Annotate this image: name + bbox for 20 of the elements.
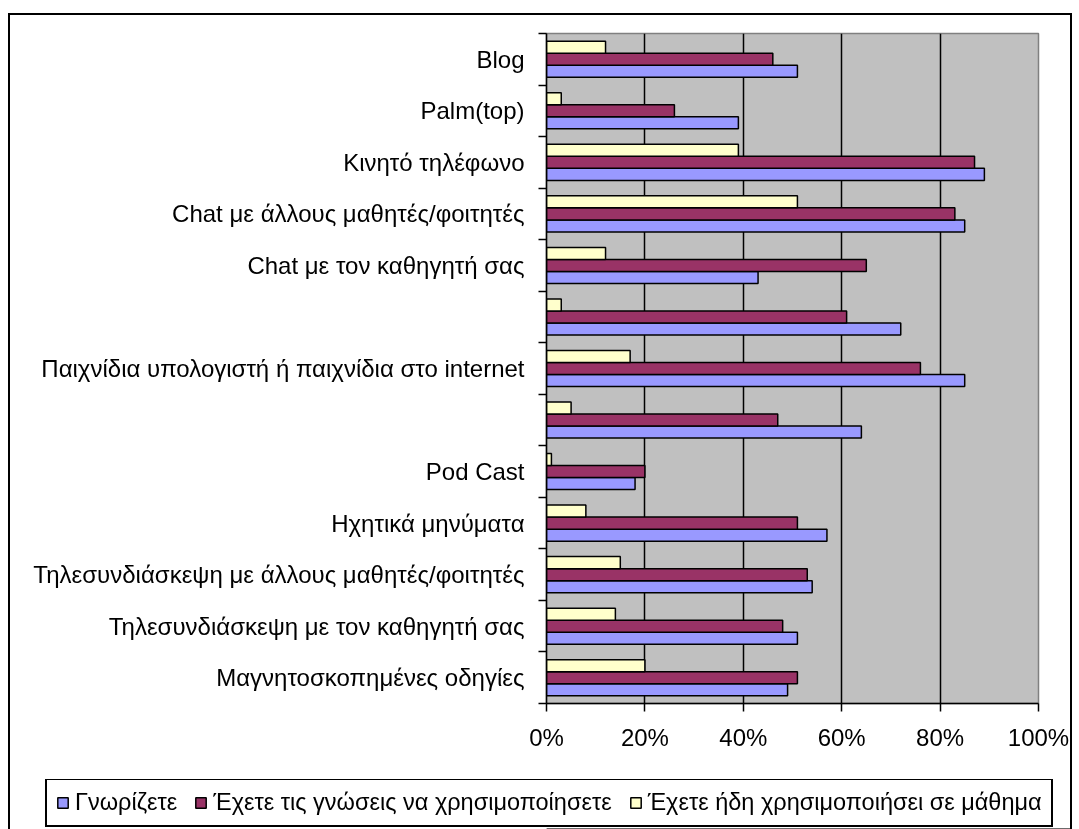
y-tick-label: Τηλεσυνδιάσκεψη με άλλους μαθητές/φοιτητές xyxy=(33,561,525,589)
y-tick-label: Palm(top) xyxy=(420,97,525,125)
x-tick-label: 20% xyxy=(620,723,669,751)
legend-label: Έχετε ήδη χρησιμοποιήσει σε μάθημα xyxy=(647,789,1042,816)
x-tick-label: 80% xyxy=(916,723,965,751)
y-tick-label: Chat με τον καθηγητή σας xyxy=(247,251,525,279)
legend-label: Γνωρίζετε xyxy=(75,789,178,816)
y-tick-label: Pod Cast xyxy=(425,458,525,486)
y-tick-label: Μαγνητοσκοπημένες οδηγίες xyxy=(216,664,525,692)
x-tick-label: 60% xyxy=(817,723,866,751)
y-tick-label: Τηλεσυνδιάσκεψη με τον καθηγητή σας xyxy=(108,612,525,640)
x-tick-label: 40% xyxy=(719,723,768,751)
y-tick-label: Ηχητικά μηνύματα xyxy=(331,509,525,537)
y-tick-label: Blog xyxy=(476,45,525,73)
x-tick-label: 0% xyxy=(529,723,564,751)
x-tick-label: 100% xyxy=(1007,723,1070,751)
y-tick-label: Κινητό τηλέφωνο xyxy=(343,148,525,176)
y-tick-label: Chat με άλλους μαθητές/φοιτητές xyxy=(172,200,525,228)
legend-label: Έχετε τις γνώσεις να χρησιμοποίησετε xyxy=(213,789,612,816)
y-tick-label: Παιχνίδια υπολογιστή ή παιχνίδια στο internet xyxy=(41,355,525,382)
